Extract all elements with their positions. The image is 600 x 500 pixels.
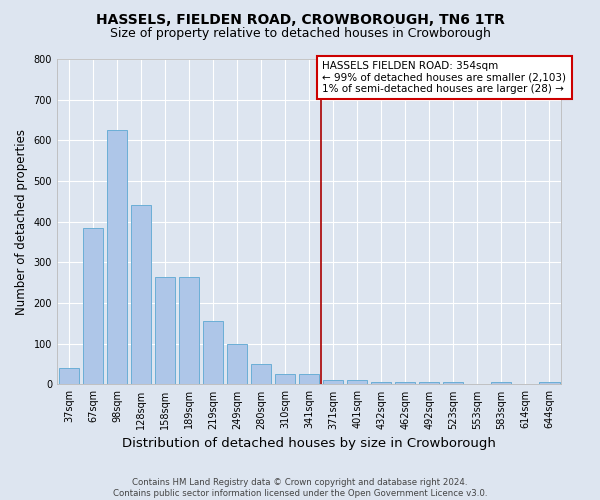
Text: HASSELS FIELDEN ROAD: 354sqm
← 99% of detached houses are smaller (2,103)
1% of : HASSELS FIELDEN ROAD: 354sqm ← 99% of de… bbox=[322, 61, 566, 94]
Bar bbox=[275, 374, 295, 384]
X-axis label: Distribution of detached houses by size in Crowborough: Distribution of detached houses by size … bbox=[122, 437, 496, 450]
Bar bbox=[59, 368, 79, 384]
Bar bbox=[203, 322, 223, 384]
Bar bbox=[131, 206, 151, 384]
Y-axis label: Number of detached properties: Number of detached properties bbox=[15, 128, 28, 314]
Bar bbox=[251, 364, 271, 384]
Text: Contains HM Land Registry data © Crown copyright and database right 2024.
Contai: Contains HM Land Registry data © Crown c… bbox=[113, 478, 487, 498]
Bar bbox=[443, 382, 463, 384]
Bar bbox=[83, 228, 103, 384]
Text: HASSELS, FIELDEN ROAD, CROWBOROUGH, TN6 1TR: HASSELS, FIELDEN ROAD, CROWBOROUGH, TN6 … bbox=[95, 12, 505, 26]
Bar bbox=[371, 382, 391, 384]
Text: Size of property relative to detached houses in Crowborough: Size of property relative to detached ho… bbox=[110, 28, 490, 40]
Bar bbox=[539, 382, 560, 384]
Bar bbox=[107, 130, 127, 384]
Bar bbox=[347, 380, 367, 384]
Bar bbox=[419, 382, 439, 384]
Bar bbox=[395, 382, 415, 384]
Bar bbox=[155, 276, 175, 384]
Bar bbox=[227, 344, 247, 385]
Bar bbox=[491, 382, 511, 384]
Bar bbox=[179, 276, 199, 384]
Bar bbox=[323, 380, 343, 384]
Bar bbox=[299, 374, 319, 384]
